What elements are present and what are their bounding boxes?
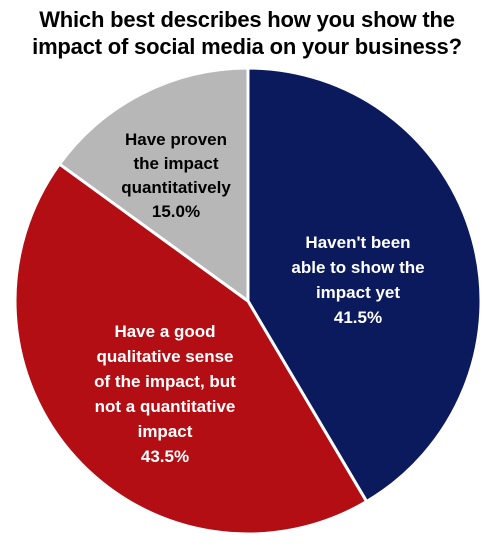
slice-label-line: the impact — [133, 154, 218, 173]
slice-label-line: qualitative sense — [96, 347, 233, 366]
slice-label-line: of the impact, but — [94, 372, 236, 391]
chart-title: Which best describes how you show the im… — [0, 6, 494, 60]
slice-label-line: Haven't been — [305, 233, 410, 252]
slice-label-1: Haven't been able to show the impact yet 41… — [291, 233, 424, 327]
slice-value-label-2: 43.5% — [141, 447, 189, 466]
slice-label-line: quantitatively — [121, 178, 231, 197]
slice-label-line: Have proven — [125, 130, 227, 149]
slice-value-label-3: 15.0% — [152, 202, 200, 221]
chart-title-line-1: Which best describes how you show the — [39, 7, 455, 32]
slice-value-label-1: 41.5% — [334, 308, 382, 327]
slice-label-2: Have a good qualitative sense of the impac… — [94, 322, 236, 466]
chart-title-line-2: impact of social media on your business? — [32, 34, 462, 59]
pie-slices — [13, 66, 483, 536]
slice-label-line: impact yet — [316, 283, 400, 302]
slice-label-line: impact — [138, 422, 193, 441]
pie-labels: Haven't been able to show the impact yet 41… — [94, 130, 424, 466]
slice-label-line: not a quantitative — [95, 397, 236, 416]
slice-label-3: Have proven the impact quantitatively 15.0% — [121, 130, 231, 221]
pie-outline — [14, 67, 482, 535]
slice-label-line: able to show the — [291, 258, 424, 277]
slice-label-line: Have a good — [114, 322, 215, 341]
